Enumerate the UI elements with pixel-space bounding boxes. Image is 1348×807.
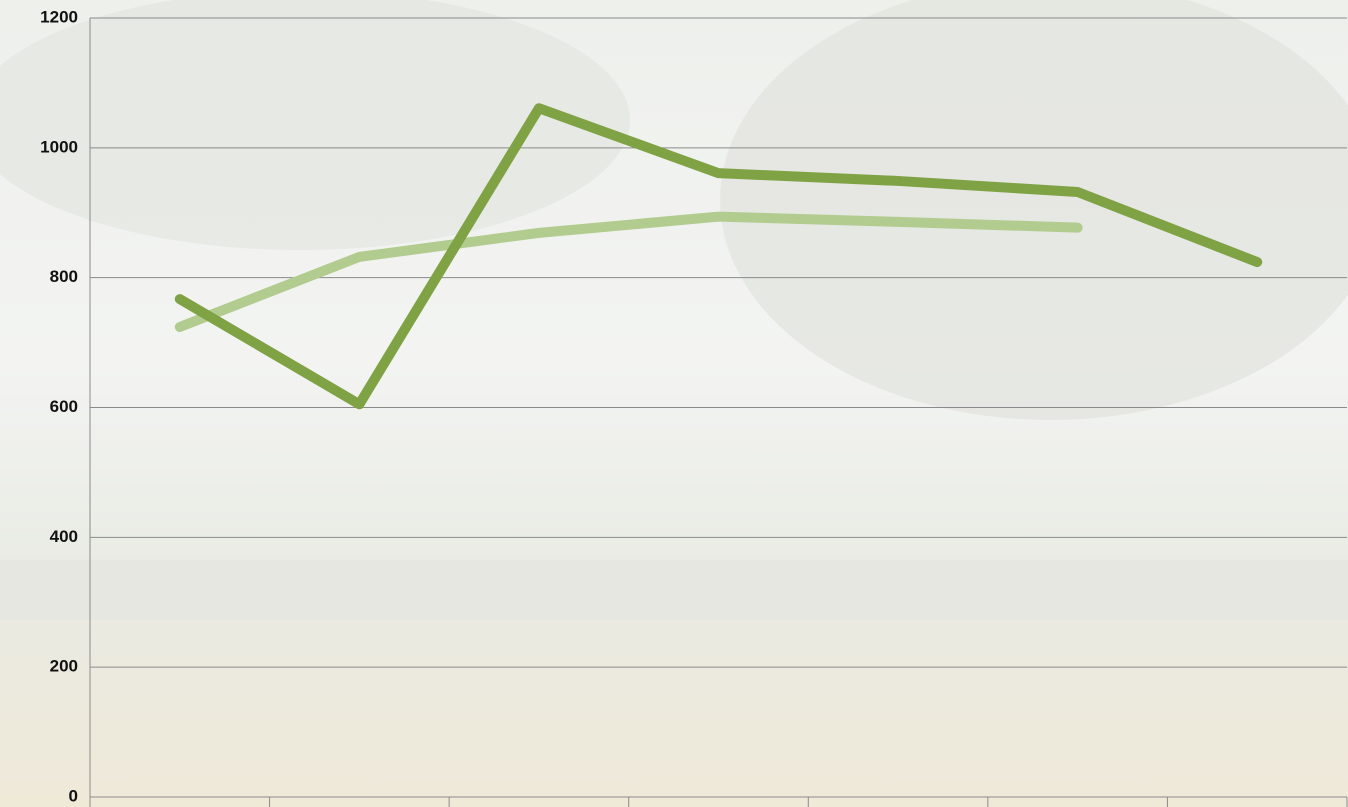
y-tick-label: 0 [69, 786, 78, 805]
plot-area: 0 200 400 600 800 1000 1200 [40, 7, 1348, 807]
y-tick-label: 400 [50, 527, 78, 546]
y-tick-label: 1200 [40, 7, 78, 26]
y-tick-label: 800 [50, 267, 78, 286]
y-tick-label: 200 [50, 657, 78, 676]
series-line [174, 103, 1263, 410]
y-tick-label: 1000 [40, 137, 78, 156]
series-line [174, 211, 1083, 333]
background-treeline [0, 560, 1348, 620]
background-foliage [0, 0, 630, 250]
y-tick-label: 600 [50, 397, 78, 416]
background-foliage [720, 0, 1348, 420]
